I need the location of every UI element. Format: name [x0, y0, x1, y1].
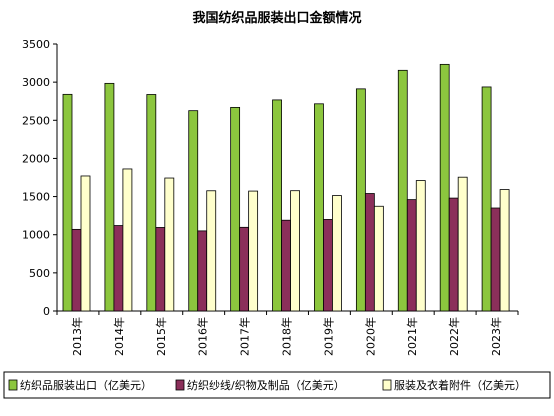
- bar-3-4: [206, 190, 217, 312]
- bar-3-5: [248, 190, 259, 312]
- legend-label-1: 纺织品服装出口（亿美元）: [20, 378, 152, 392]
- legend: 纺织品服装出口（亿美元） 纺织纱线/织物及制品（亿美元） 服装及衣着附件（亿美元）: [3, 371, 551, 399]
- x-tick-label: 2023年: [489, 317, 503, 356]
- bar-3-6: [290, 190, 300, 312]
- bar-2-10: [448, 197, 459, 312]
- bar-2-11: [490, 207, 501, 312]
- y-tick-label: 2500: [22, 114, 50, 127]
- plot-area: 0 500 1000 1500 2000 2500 3000 3500 2013年 2014年 20…: [22, 38, 519, 356]
- bar-1-5: [230, 106, 241, 312]
- bar-3-8: [373, 205, 384, 312]
- bar-1-11: [481, 86, 492, 312]
- y-tick-label: 1500: [22, 191, 50, 204]
- bar-1-8: [355, 88, 366, 312]
- y-tick-label: 2000: [22, 152, 50, 165]
- legend-swatch-2: [175, 379, 185, 391]
- x-tick-label: 2019年: [321, 317, 335, 356]
- bar-2-2: [113, 225, 124, 312]
- y-tick-label: 3500: [22, 38, 50, 51]
- x-tick-label: 2021年: [405, 317, 419, 356]
- bar-3-9: [415, 180, 426, 312]
- x-tick-label: 2013年: [70, 317, 84, 356]
- bar-1-1: [62, 93, 73, 312]
- bar-1-6: [272, 99, 282, 312]
- legend-label-2: 纺织纱线/织物及制品（亿美元）: [187, 378, 345, 392]
- x-tick-label: 2016年: [196, 317, 210, 356]
- bar-2-8: [364, 193, 375, 312]
- y-tick-label: 1000: [22, 229, 50, 242]
- bar-3-3: [164, 177, 175, 312]
- y-tick-label: 500: [29, 267, 50, 280]
- bar-3-7: [332, 195, 342, 312]
- bar-2-4: [197, 230, 208, 312]
- legend-label-3: 服装及衣着附件（亿美元）: [394, 378, 526, 392]
- bar-2-3: [155, 227, 166, 312]
- x-tick-label: 2020年: [363, 317, 377, 356]
- legend-swatch-1: [8, 379, 18, 391]
- x-tick-label: 2017年: [238, 317, 252, 356]
- y-tick-label: 0: [43, 305, 50, 318]
- bar-2-5: [239, 226, 250, 312]
- bar-3-1: [80, 175, 91, 312]
- legend-box: [3, 371, 551, 399]
- legend-swatch-3: [382, 379, 392, 391]
- bar-3-2: [122, 168, 133, 312]
- bar-3-11: [499, 189, 510, 312]
- y-tick-label: 3000: [22, 76, 50, 89]
- bar-2-9: [406, 199, 417, 312]
- bar-1-4: [188, 110, 199, 312]
- x-tick-label: 2015年: [154, 317, 168, 356]
- bar-1-7: [314, 103, 324, 312]
- chart-title: 我国纺织品服装出口金额情况: [192, 10, 361, 26]
- bar-2-1: [71, 228, 82, 312]
- bar-2-6: [281, 219, 291, 312]
- x-tick-label: 2014年: [112, 317, 126, 356]
- bar-1-10: [439, 63, 450, 312]
- bar-3-10: [457, 176, 468, 312]
- bar-1-2: [104, 82, 115, 312]
- x-tick-label: 2018年: [280, 317, 294, 356]
- x-tick-label: 2022年: [447, 317, 461, 356]
- bar-2-7: [323, 219, 333, 312]
- bar-1-9: [397, 69, 408, 312]
- bar-1-3: [146, 94, 157, 312]
